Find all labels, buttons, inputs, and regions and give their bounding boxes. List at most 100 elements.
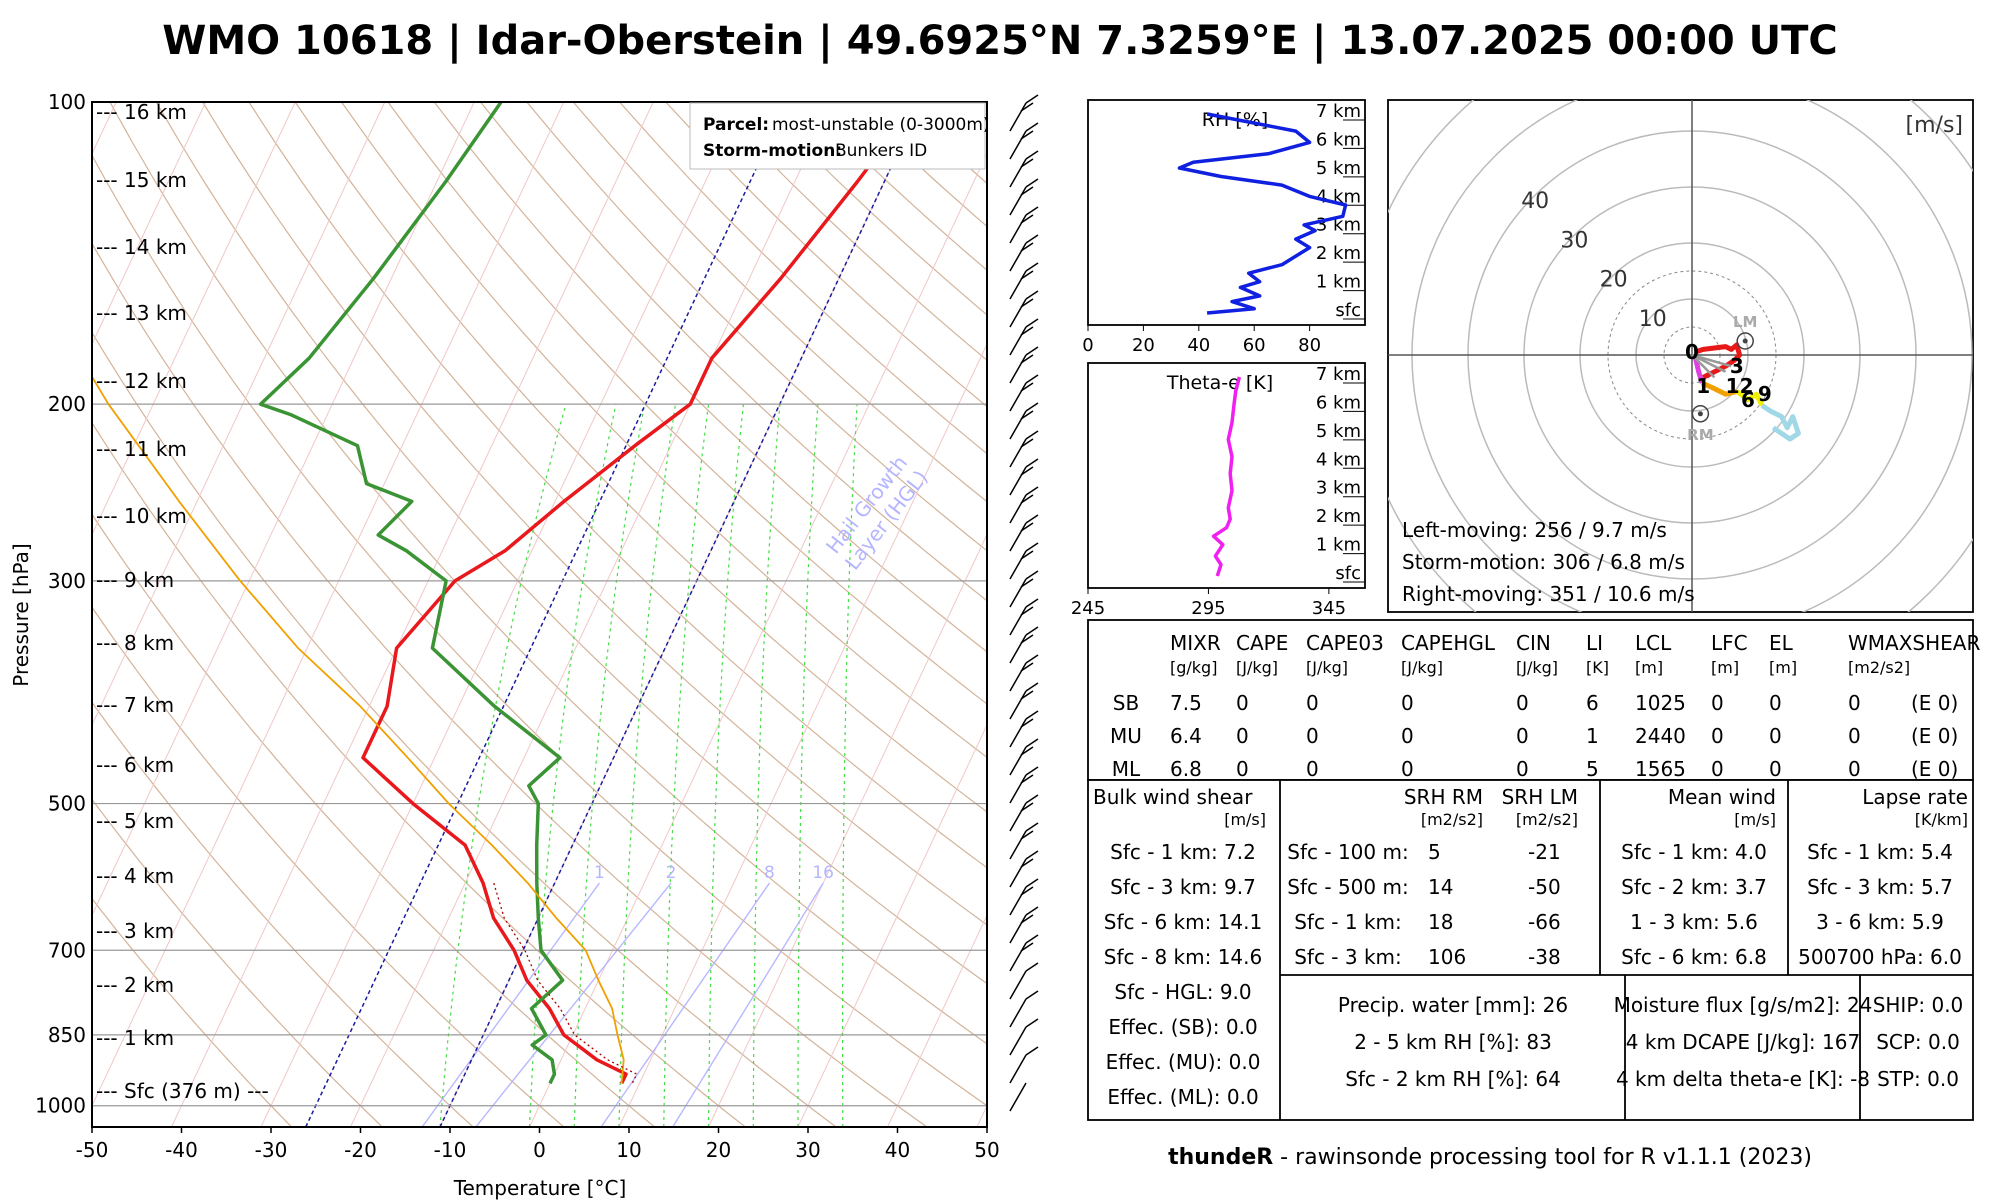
pressure-tick-label: 200 bbox=[48, 392, 86, 416]
height-tick-label: 6 km bbox=[1316, 392, 1361, 413]
hodograph-unit: [m/s] bbox=[1906, 113, 1963, 138]
params-cell: 5 bbox=[1586, 757, 1599, 781]
x-tick-label: 10 bbox=[616, 1138, 641, 1162]
height-tick-label: 5 km bbox=[1316, 158, 1361, 179]
x-tick-label: 0 bbox=[533, 1138, 546, 1162]
wind-barb bbox=[1009, 738, 1039, 776]
wind-barb-flag bbox=[1020, 354, 1034, 364]
height-label: --- 3 km bbox=[96, 919, 174, 943]
lower-tables-frame bbox=[1087, 779, 1974, 1121]
wind-barb-flag bbox=[1025, 934, 1039, 944]
params-cell: (E 0) bbox=[1911, 724, 1958, 748]
wind-barb bbox=[1009, 626, 1039, 664]
dry-adiabat bbox=[92, 798, 383, 1127]
x-tick-label: 295 bbox=[1191, 598, 1225, 619]
wind-barb-flag bbox=[1020, 942, 1034, 952]
wind-barb bbox=[1009, 122, 1039, 160]
wind-barb-staff bbox=[1009, 494, 1027, 524]
isotherm bbox=[529, 152, 987, 1127]
dry-adiabat bbox=[92, 421, 746, 1127]
wind-barb bbox=[1009, 766, 1039, 804]
mixing-ratio-label: 1 bbox=[594, 863, 605, 883]
pressure-tick-label: 300 bbox=[48, 569, 86, 593]
legend-storm-value: Bunkers ID bbox=[835, 141, 927, 161]
moisture-row: Moisture flux [g/s/m2]: 24 bbox=[1614, 993, 1873, 1017]
legend-parcel-key: Parcel: bbox=[703, 115, 769, 135]
x-tick-label: 20 bbox=[1132, 335, 1155, 356]
height-marker: 0 bbox=[1685, 340, 1699, 364]
height-tick-label: 3 km bbox=[1316, 478, 1361, 499]
params-unit: [J/kg] bbox=[1236, 658, 1278, 677]
footer-text: - rawinsonde processing tool for R v1.1.… bbox=[1273, 1145, 1812, 1170]
storm-motion-vector bbox=[1691, 354, 1716, 379]
params-header: LCL bbox=[1635, 631, 1672, 655]
srh-rm-value: 18 bbox=[1428, 910, 1453, 934]
x-tick-label: -40 bbox=[165, 1138, 198, 1162]
hodograph-segment-6-9km bbox=[1760, 403, 1801, 442]
wind-barb-flag bbox=[1025, 570, 1039, 580]
srh-row-label: Sfc - 500 m: bbox=[1287, 875, 1408, 899]
height-tick-label: 4 km bbox=[1316, 449, 1361, 470]
x-tick-label: 30 bbox=[795, 1138, 820, 1162]
wind-barb-flag bbox=[1025, 878, 1039, 888]
wind-barb-staff bbox=[1009, 158, 1027, 188]
hodograph-motion-text: Right-moving: 351 / 10.6 m/s bbox=[1402, 582, 1695, 606]
params-cell: 0 bbox=[1306, 757, 1319, 781]
bunkers-marker bbox=[1691, 405, 1710, 423]
params-row-name: ML bbox=[1112, 757, 1141, 781]
wind-barb-staff bbox=[1009, 438, 1027, 468]
mixing-ratio-label: 16 bbox=[812, 863, 834, 883]
hodograph-segment-1-3km bbox=[1701, 380, 1738, 397]
wind-barb-staff bbox=[1009, 326, 1027, 356]
wind-barb-flag bbox=[1025, 290, 1039, 300]
height-tick-label: sfc bbox=[1335, 300, 1361, 321]
hodograph-motion-text: Left-moving: 256 / 9.7 m/s bbox=[1402, 518, 1667, 542]
height-label: --- 8 km bbox=[96, 631, 174, 655]
params-cell: 6.8 bbox=[1170, 757, 1202, 781]
wind-barb-flag bbox=[1025, 794, 1039, 804]
wind-barb-flag bbox=[1020, 802, 1034, 812]
wind-barb bbox=[1009, 234, 1039, 272]
srh-row-label: Sfc - 100 m: bbox=[1287, 840, 1408, 864]
lapse-row: Sfc - 1 km: 5.4 bbox=[1807, 840, 1953, 864]
wind-barb bbox=[1009, 374, 1039, 412]
wind-barb bbox=[1009, 458, 1039, 496]
wind-barb-flag bbox=[1025, 178, 1039, 188]
height-label: --- 6 km bbox=[96, 753, 174, 777]
params-cell: 0 bbox=[1516, 691, 1529, 715]
wind-barb bbox=[1009, 430, 1039, 468]
x-tick-label: 80 bbox=[1298, 335, 1321, 356]
wind-barb bbox=[1009, 178, 1039, 216]
wind-barb-flag bbox=[1025, 458, 1039, 468]
hodograph-frame bbox=[1387, 99, 1974, 613]
moisture-row: 4 km DCAPE [J/kg]: 167 bbox=[1626, 1030, 1860, 1054]
wind-barb bbox=[1009, 542, 1039, 580]
wind-barb-flag bbox=[1020, 438, 1034, 448]
params-cell: 6.4 bbox=[1170, 724, 1202, 748]
params-unit: [g/kg] bbox=[1170, 658, 1217, 677]
params-unit: [J/kg] bbox=[1306, 658, 1348, 677]
shear-row: Effec. (ML): 0.0 bbox=[1107, 1085, 1258, 1109]
wind-barb-flag bbox=[1025, 430, 1039, 440]
params-unit: [J/kg] bbox=[1401, 658, 1443, 677]
wind-barb-staff bbox=[1009, 858, 1027, 888]
hgl-label: Hail Growth Layer (HGL) bbox=[821, 451, 932, 574]
wind-barb-staff bbox=[1009, 830, 1027, 860]
wind-barb-flag bbox=[1020, 634, 1034, 644]
wind-barb-flag bbox=[1020, 914, 1034, 924]
wind-barb bbox=[1009, 654, 1039, 692]
wind-barb bbox=[1009, 598, 1039, 636]
moist-adiabat bbox=[573, 404, 646, 1127]
wind-barb-staff bbox=[1009, 298, 1027, 328]
wind-barb bbox=[1009, 962, 1039, 1000]
ring-label: 20 bbox=[1600, 268, 1628, 293]
x-tick-label: 50 bbox=[974, 1138, 999, 1162]
params-cell: 0 bbox=[1769, 691, 1782, 715]
height-marker: 1 bbox=[1696, 374, 1710, 398]
wind-barb bbox=[1009, 1082, 1027, 1112]
hodograph-motion-text: Storm-motion: 306 / 6.8 m/s bbox=[1402, 550, 1685, 574]
wind-barb-staff bbox=[1009, 102, 1027, 132]
wind-barb-flag bbox=[1025, 150, 1039, 160]
srh-unit-rm: [m2/s2] bbox=[1421, 810, 1483, 829]
